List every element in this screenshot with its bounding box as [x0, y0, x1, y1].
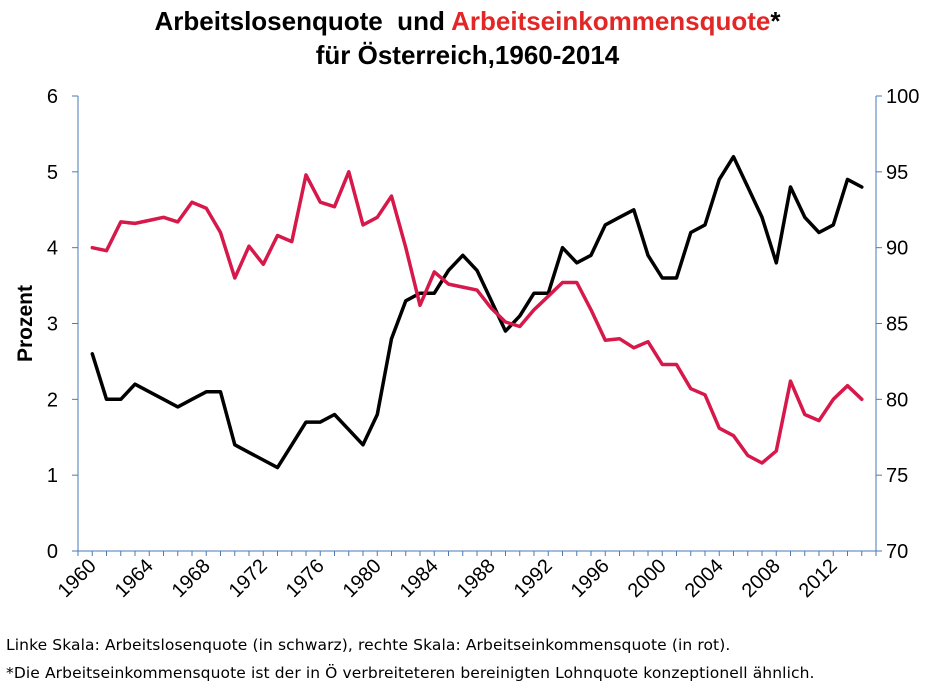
- right-tick-label: 75: [886, 465, 908, 487]
- series-line-unemployment: [90, 154, 864, 470]
- title-labor-share: Arbeitseinkommensquote: [451, 6, 771, 36]
- chart-title-line1: Arbeitslosenquote und Arbeitseinkommensq…: [154, 6, 781, 36]
- x-tick-label: 1980: [339, 555, 386, 602]
- right-tick-label: 70: [886, 541, 908, 563]
- x-tick-label: 1972: [225, 555, 272, 602]
- chart-title-line2: für Österreich,1960-2014: [315, 40, 620, 70]
- title-unemployment: Arbeitslosenquote: [154, 6, 383, 36]
- x-tick-label: 1996: [567, 555, 614, 602]
- x-tick-label: 1968: [168, 555, 215, 602]
- footnote-scales: Linke Skala: Arbeitslosenquote (in schwa…: [6, 636, 731, 654]
- left-tick-label: 6: [47, 86, 58, 108]
- y-axis-label: Prozent: [14, 285, 37, 362]
- x-tick-label: 1960: [54, 555, 101, 602]
- x-tick-label: 1984: [396, 555, 443, 602]
- left-tick-label: 1: [47, 465, 58, 487]
- left-tick-label: 5: [47, 162, 58, 184]
- x-tick-label: 2008: [738, 555, 785, 602]
- x-tick-label: 2012: [795, 555, 842, 602]
- right-tick-label: 85: [886, 314, 908, 336]
- x-tick-label: 1988: [453, 555, 500, 602]
- left-tick-label: 4: [47, 238, 58, 260]
- right-tick-label: 95: [886, 162, 908, 184]
- title-asterisk: *: [770, 6, 781, 36]
- x-tick-label: 2004: [681, 555, 728, 602]
- left-tick-label: 3: [47, 314, 58, 336]
- x-tick-label: 2000: [624, 555, 671, 602]
- right-tick-label: 100: [886, 86, 919, 108]
- x-tick-label: 1964: [111, 555, 158, 602]
- left-tick-label: 0: [47, 541, 58, 563]
- right-tick-label: 90: [886, 238, 908, 260]
- right-tick-label: 80: [886, 389, 908, 411]
- x-tick-label: 1976: [282, 555, 329, 602]
- x-tick-label: 1992: [510, 555, 557, 602]
- footnote-definition: *Die Arbeitseinkommensquote ist der in Ö…: [6, 664, 815, 682]
- left-tick-label: 2: [47, 389, 58, 411]
- series-line-labor-share: [90, 170, 864, 465]
